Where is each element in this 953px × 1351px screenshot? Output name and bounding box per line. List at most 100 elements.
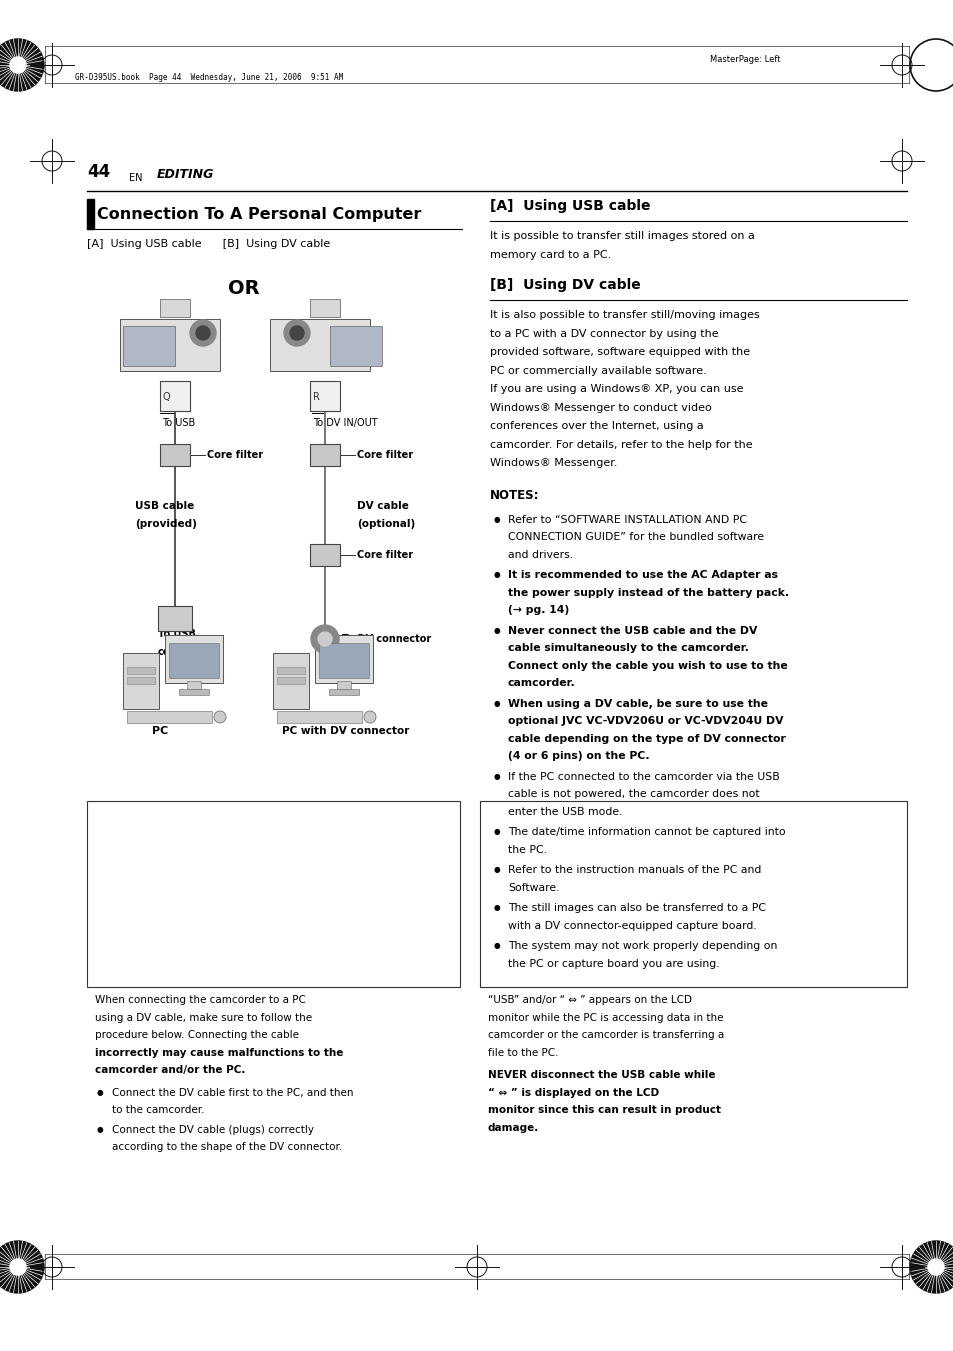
Text: DV cable: DV cable	[356, 501, 409, 511]
Bar	[329, 689, 358, 694]
Text: To DV IN/OUT: To DV IN/OUT	[313, 417, 377, 428]
Circle shape	[290, 326, 304, 340]
Text: ●: ●	[97, 1088, 104, 1097]
Text: ●: ●	[494, 827, 500, 836]
Text: memory card to a PC.: memory card to a PC.	[490, 250, 611, 259]
Text: NEVER disconnect the USB cable while: NEVER disconnect the USB cable while	[488, 1070, 715, 1079]
Bar	[276, 667, 305, 674]
Text: PC: PC	[152, 725, 168, 736]
Text: GR-D395US.book  Page 44  Wednesday, June 21, 2006  9:51 AM: GR-D395US.book Page 44 Wednesday, June 2…	[75, 73, 343, 81]
Text: Connect the DV cable (plugs) correctly: Connect the DV cable (plugs) correctly	[112, 1124, 314, 1135]
Text: damage.: damage.	[488, 1123, 538, 1132]
Text: using a DV cable, make sure to follow the: using a DV cable, make sure to follow th…	[95, 1012, 312, 1023]
Text: and drivers.: and drivers.	[507, 550, 573, 559]
Text: ●: ●	[494, 902, 500, 912]
Text: The date/time information cannot be captured into: The date/time information cannot be capt…	[507, 827, 785, 838]
Text: USB cable: USB cable	[135, 501, 194, 511]
Text: cable is not powered, the camcorder does not: cable is not powered, the camcorder does…	[507, 789, 759, 798]
Text: conferences over the Internet, using a: conferences over the Internet, using a	[490, 422, 703, 431]
Bar	[158, 607, 192, 631]
Bar	[127, 667, 154, 674]
Text: EN: EN	[129, 173, 142, 182]
Text: [A]  Using USB cable: [A] Using USB cable	[490, 199, 650, 213]
Bar	[310, 544, 339, 566]
Text: Connect only the cable you wish to use to the: Connect only the cable you wish to use t…	[507, 661, 787, 670]
Text: camcorder or the camcorder is transferring a: camcorder or the camcorder is transferri…	[488, 1029, 723, 1040]
Bar	[127, 711, 212, 723]
Text: the PC.: the PC.	[507, 844, 546, 854]
Bar	[160, 444, 190, 466]
Circle shape	[311, 626, 338, 653]
Text: [B]  Using DV cable: [B] Using DV cable	[490, 278, 640, 292]
Text: Software.: Software.	[507, 882, 558, 893]
Text: connector: connector	[158, 647, 213, 657]
Bar	[310, 299, 339, 317]
Text: “ ⇔ ” is displayed on the LCD: “ ⇔ ” is displayed on the LCD	[488, 1088, 659, 1097]
Circle shape	[317, 632, 332, 646]
Text: incorrectly may cause malfunctions to the: incorrectly may cause malfunctions to th…	[95, 1047, 343, 1058]
Text: (provided): (provided)	[135, 519, 196, 530]
Bar	[87, 801, 459, 988]
Text: camcorder.: camcorder.	[507, 678, 576, 688]
Bar	[318, 643, 369, 678]
Text: Core filter: Core filter	[356, 450, 413, 459]
Text: file to the PC.: file to the PC.	[488, 1047, 558, 1058]
Text: ●: ●	[494, 942, 500, 950]
Bar	[314, 635, 373, 684]
Bar	[179, 689, 209, 694]
Bar	[479, 801, 906, 988]
Text: Connect the DV cable first to the PC, and then: Connect the DV cable first to the PC, an…	[112, 1088, 354, 1097]
Text: 44: 44	[87, 163, 111, 181]
Text: provided software, software equipped with the: provided software, software equipped wit…	[490, 347, 749, 357]
Circle shape	[0, 39, 44, 91]
Bar	[276, 677, 305, 684]
Bar	[120, 319, 220, 372]
Bar	[310, 381, 339, 411]
Text: ●: ●	[494, 626, 500, 635]
Bar	[310, 444, 339, 466]
Text: Never connect the USB cable and the DV: Never connect the USB cable and the DV	[507, 626, 757, 635]
Text: To USB: To USB	[162, 417, 195, 428]
Text: Core filter: Core filter	[207, 450, 263, 459]
Text: It is also possible to transfer still/moving images: It is also possible to transfer still/mo…	[490, 309, 759, 320]
Text: monitor since this can result in product: monitor since this can result in product	[488, 1105, 720, 1115]
Text: The system may not work properly depending on: The system may not work properly dependi…	[507, 942, 777, 951]
Text: Refer to the instruction manuals of the PC and: Refer to the instruction manuals of the …	[507, 865, 760, 875]
Text: Core filter: Core filter	[356, 550, 413, 561]
Text: To USB: To USB	[158, 630, 195, 639]
Text: with a DV connector-equipped capture board.: with a DV connector-equipped capture boa…	[507, 920, 756, 931]
Text: ●: ●	[494, 698, 500, 708]
Bar	[87, 199, 93, 230]
Text: ●: ●	[494, 771, 500, 781]
Text: If the PC connected to the camcorder via the USB: If the PC connected to the camcorder via…	[507, 771, 779, 781]
Bar	[273, 653, 309, 709]
Text: PC or commercially available software.: PC or commercially available software.	[490, 366, 706, 376]
Circle shape	[927, 1259, 943, 1275]
Text: PC with DV connector: PC with DV connector	[282, 725, 409, 736]
Bar	[276, 711, 361, 723]
Bar	[187, 681, 201, 689]
Circle shape	[10, 1259, 26, 1275]
Text: EDITING: EDITING	[157, 168, 214, 181]
Bar	[165, 635, 223, 684]
Bar	[336, 681, 351, 689]
Circle shape	[284, 320, 310, 346]
Text: ●: ●	[97, 1124, 104, 1133]
Bar	[330, 326, 381, 366]
Circle shape	[10, 57, 26, 73]
Bar	[160, 381, 190, 411]
Circle shape	[0, 1242, 44, 1293]
Bar	[127, 677, 154, 684]
Text: R: R	[313, 392, 319, 403]
Text: the PC or capture board you are using.: the PC or capture board you are using.	[507, 958, 719, 969]
Text: OR: OR	[228, 280, 259, 299]
Text: CONNECTION GUIDE” for the bundled software: CONNECTION GUIDE” for the bundled softwa…	[507, 532, 763, 542]
Circle shape	[195, 326, 210, 340]
Text: When connecting the camcorder to a PC: When connecting the camcorder to a PC	[95, 994, 306, 1005]
Text: It is possible to transfer still images stored on a: It is possible to transfer still images …	[490, 231, 754, 240]
Text: Windows® Messenger.: Windows® Messenger.	[490, 458, 617, 467]
Text: The still images can also be transferred to a PC: The still images can also be transferred…	[507, 902, 765, 913]
Text: If you are using a Windows® XP, you can use: If you are using a Windows® XP, you can …	[490, 384, 742, 394]
Text: NOTES:: NOTES:	[490, 489, 539, 501]
Text: Connection To A Personal Computer: Connection To A Personal Computer	[97, 207, 421, 222]
